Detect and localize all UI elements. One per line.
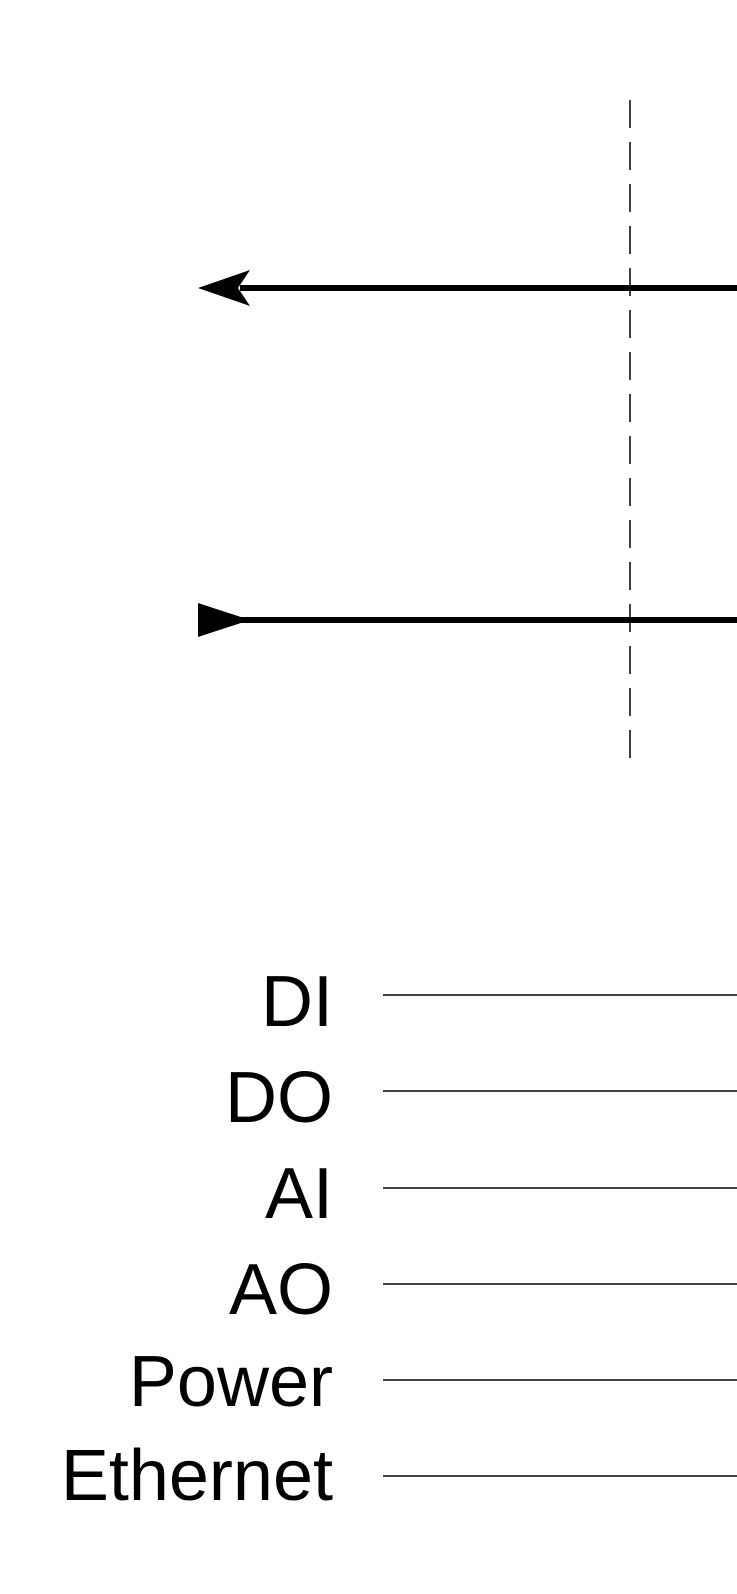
legend-item-do: DO <box>225 1058 737 1138</box>
legend-item-ethernet: Ethernet <box>61 1436 737 1516</box>
legend-item-ai: AI <box>265 1154 737 1234</box>
legend-label-ai: AI <box>265 1154 333 1234</box>
legend-label-do: DO <box>225 1058 333 1138</box>
filled-arrow-icon <box>198 603 250 637</box>
legend-item-di: DI <box>261 962 737 1042</box>
legend-label-power: Power <box>129 1342 333 1422</box>
open-arrow-icon <box>198 270 250 306</box>
legend-label-di: DI <box>261 962 333 1042</box>
arrow-left <box>198 270 737 306</box>
arrow-right <box>198 603 737 637</box>
legend-label-ethernet: Ethernet <box>61 1436 333 1516</box>
legend-label-ao: AO <box>229 1250 333 1330</box>
legend-item-ao: AO <box>229 1250 737 1330</box>
legend-item-power: Power <box>129 1342 737 1422</box>
legend: DI DO AI AO Power Ethernet <box>61 962 737 1516</box>
